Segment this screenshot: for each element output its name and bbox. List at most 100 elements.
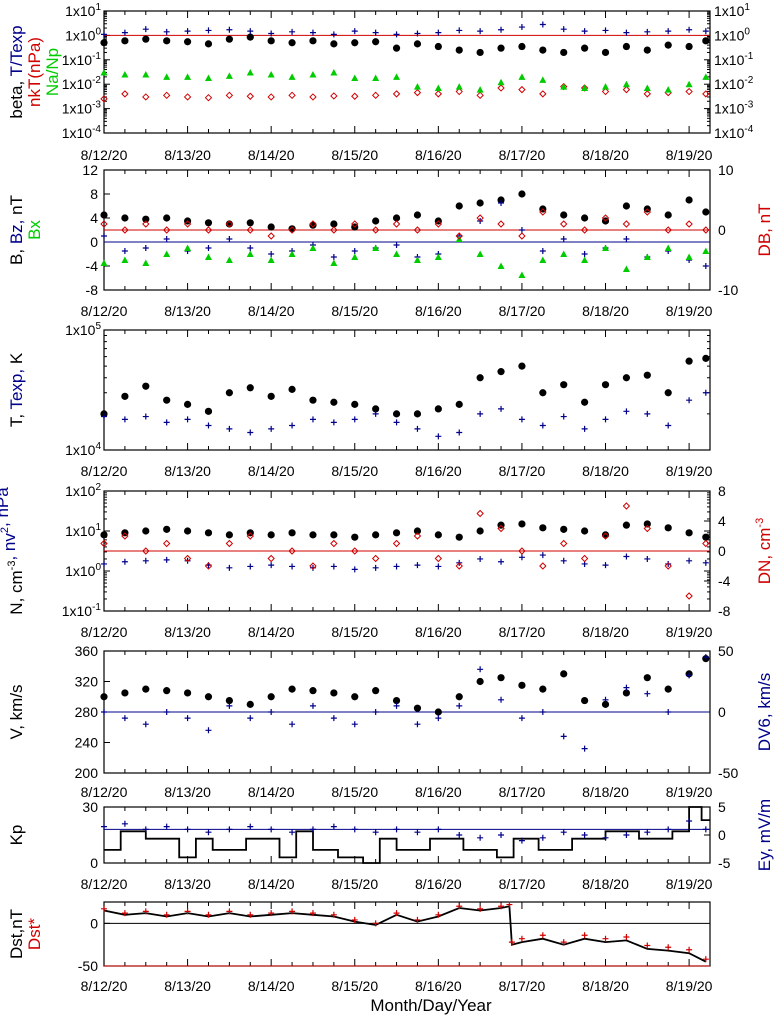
data-point <box>372 74 380 81</box>
data-point <box>267 93 275 101</box>
data-point <box>121 392 129 400</box>
data-point <box>393 702 400 709</box>
series-density-0 <box>100 520 710 541</box>
data-point <box>539 248 546 254</box>
data-point <box>602 83 610 90</box>
y-right-tick-label: 1x10-4 <box>714 124 754 141</box>
data-point <box>288 547 296 555</box>
data-point <box>497 84 505 92</box>
data-point <box>685 196 693 204</box>
data-point <box>351 721 358 728</box>
x-tick-label: 8/13/20 <box>164 147 211 163</box>
y-tick-label: 1x101 <box>65 2 101 19</box>
data-point <box>162 539 171 548</box>
x-tick-label: 8/14/20 <box>248 876 295 892</box>
data-point <box>392 220 401 228</box>
data-point <box>455 83 463 90</box>
data-point <box>434 405 442 413</box>
data-point <box>664 226 672 234</box>
data-point <box>393 73 401 80</box>
data-point <box>434 220 443 228</box>
data-point <box>413 83 421 90</box>
data-point <box>644 555 651 562</box>
data-point <box>539 524 547 532</box>
data-point <box>518 85 526 94</box>
data-point <box>100 95 108 103</box>
data-point <box>622 521 631 529</box>
data-point <box>643 674 651 682</box>
data-point <box>602 416 609 423</box>
data-point <box>702 539 710 548</box>
data-point <box>581 932 588 939</box>
data-point <box>226 826 233 833</box>
data-point <box>267 693 275 701</box>
data-point <box>623 29 630 36</box>
y-tick-label: 1x104 <box>65 441 101 458</box>
data-point <box>268 562 275 569</box>
data-point <box>643 520 651 528</box>
y-right-tick-label: -10 <box>718 282 738 298</box>
x-tick-label: 8/17/20 <box>499 147 546 163</box>
data-point <box>601 381 610 389</box>
data-point <box>560 829 567 836</box>
data-point <box>142 35 150 43</box>
data-point <box>623 553 630 560</box>
data-point <box>121 558 128 565</box>
series-field-3 <box>100 208 710 240</box>
data-point <box>685 87 693 96</box>
data-point <box>309 220 317 228</box>
data-point <box>702 90 710 98</box>
panel-field: 12 8 4 0 -4 -8 10 0 -10 8/12/20 8/13/20 8/14/20 8/15… <box>81 162 739 319</box>
data-point <box>476 250 484 257</box>
data-point <box>163 236 170 242</box>
data-point <box>100 693 108 701</box>
x-tick-label: 8/19/20 <box>666 463 713 479</box>
data-point <box>267 70 275 78</box>
data-point <box>685 592 693 600</box>
data-point <box>601 87 610 96</box>
data-point <box>476 91 484 100</box>
data-point <box>580 554 589 563</box>
data-point <box>702 826 709 833</box>
data-point <box>163 250 171 257</box>
y-tick-label: 1x100 <box>65 562 101 579</box>
data-point <box>163 396 171 404</box>
series-kp-0 <box>104 806 710 864</box>
data-point <box>205 422 212 429</box>
data-point <box>702 654 709 661</box>
data-point <box>351 916 358 923</box>
data-point <box>539 21 546 28</box>
data-point <box>288 91 296 100</box>
data-point <box>702 389 709 396</box>
y-right-tick-label: 50 <box>718 643 734 659</box>
data-point <box>476 48 484 57</box>
data-point <box>246 384 254 392</box>
data-point <box>539 256 547 263</box>
data-point <box>121 910 128 917</box>
data-point <box>686 26 693 33</box>
data-point <box>204 40 213 48</box>
data-point <box>121 37 129 45</box>
data-point <box>184 557 191 564</box>
data-point <box>518 73 526 80</box>
x-tick-label: 8/15/20 <box>331 147 378 163</box>
x-tick-label: 8/18/20 <box>582 876 629 892</box>
y-tick-label: -50 <box>78 958 98 974</box>
data-point <box>518 24 525 31</box>
data-point <box>414 829 421 836</box>
data-point <box>414 425 421 432</box>
data-point <box>330 31 337 38</box>
data-point <box>121 532 129 540</box>
data-point <box>581 425 588 432</box>
data-point <box>142 721 149 728</box>
y-tick-label: 320 <box>75 674 99 690</box>
series-velocity-1 <box>101 654 709 752</box>
data-point <box>351 253 359 260</box>
data-point <box>560 733 567 740</box>
y-axis-label: beta, T/Texp <box>7 25 26 118</box>
y-tick-label: 280 <box>75 704 99 720</box>
data-point <box>643 253 651 260</box>
data-point <box>435 911 442 918</box>
data-point <box>518 271 526 278</box>
data-point <box>643 371 651 379</box>
